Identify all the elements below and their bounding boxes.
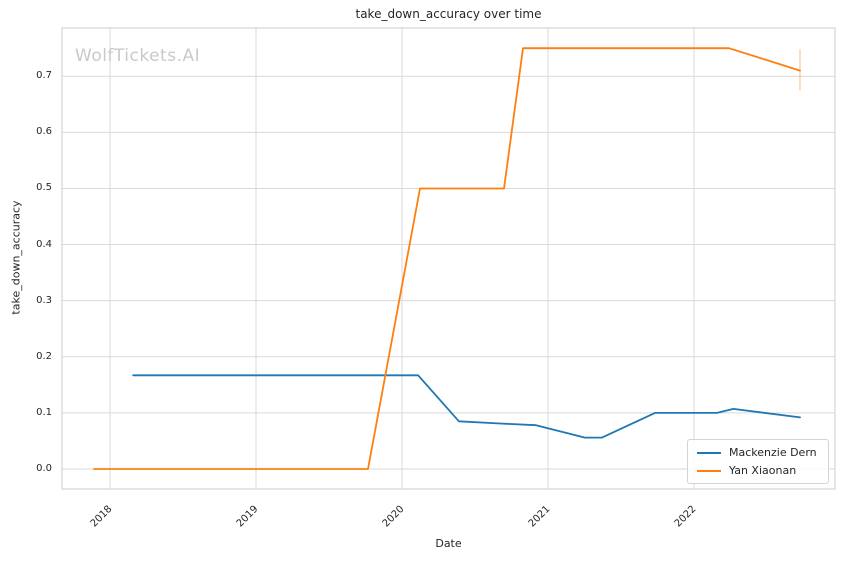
y-tick-label-0.1: 0.1: [36, 406, 52, 418]
y-tick-label-0.0: 0.0: [36, 462, 52, 474]
series-line-yan-xiaonan: [93, 47, 801, 470]
series-line-mackenzie-dern: [132, 374, 801, 439]
legend-item-mackenzie-dern: Mackenzie Dern: [697, 446, 819, 459]
chart-title: take_down_accuracy over time: [355, 7, 542, 21]
legend-label: Yan Xiaonan: [729, 464, 797, 477]
y-tick-label-0.2: 0.2: [36, 350, 52, 362]
y-tick-label-0.5: 0.5: [36, 182, 52, 194]
legend-line-sample-orange: [697, 469, 721, 472]
legend-line-sample-blue: [697, 451, 721, 454]
legend-label: Mackenzie Dern: [729, 446, 817, 459]
legend-item-yan-xiaonan: Yan Xiaonan: [697, 464, 819, 477]
plot-border: [61, 27, 836, 490]
x-axis-label: Date: [435, 537, 462, 550]
y-tick-label-0.3: 0.3: [36, 294, 52, 306]
y-tick-label-0.4: 0.4: [36, 238, 52, 250]
watermark: WolfTickets.AI: [75, 46, 201, 66]
legend: Mackenzie Dern Yan Xiaonan: [687, 439, 829, 484]
y-tick-label-0.7: 0.7: [36, 70, 52, 82]
y-tick-label-0.6: 0.6: [36, 126, 52, 138]
